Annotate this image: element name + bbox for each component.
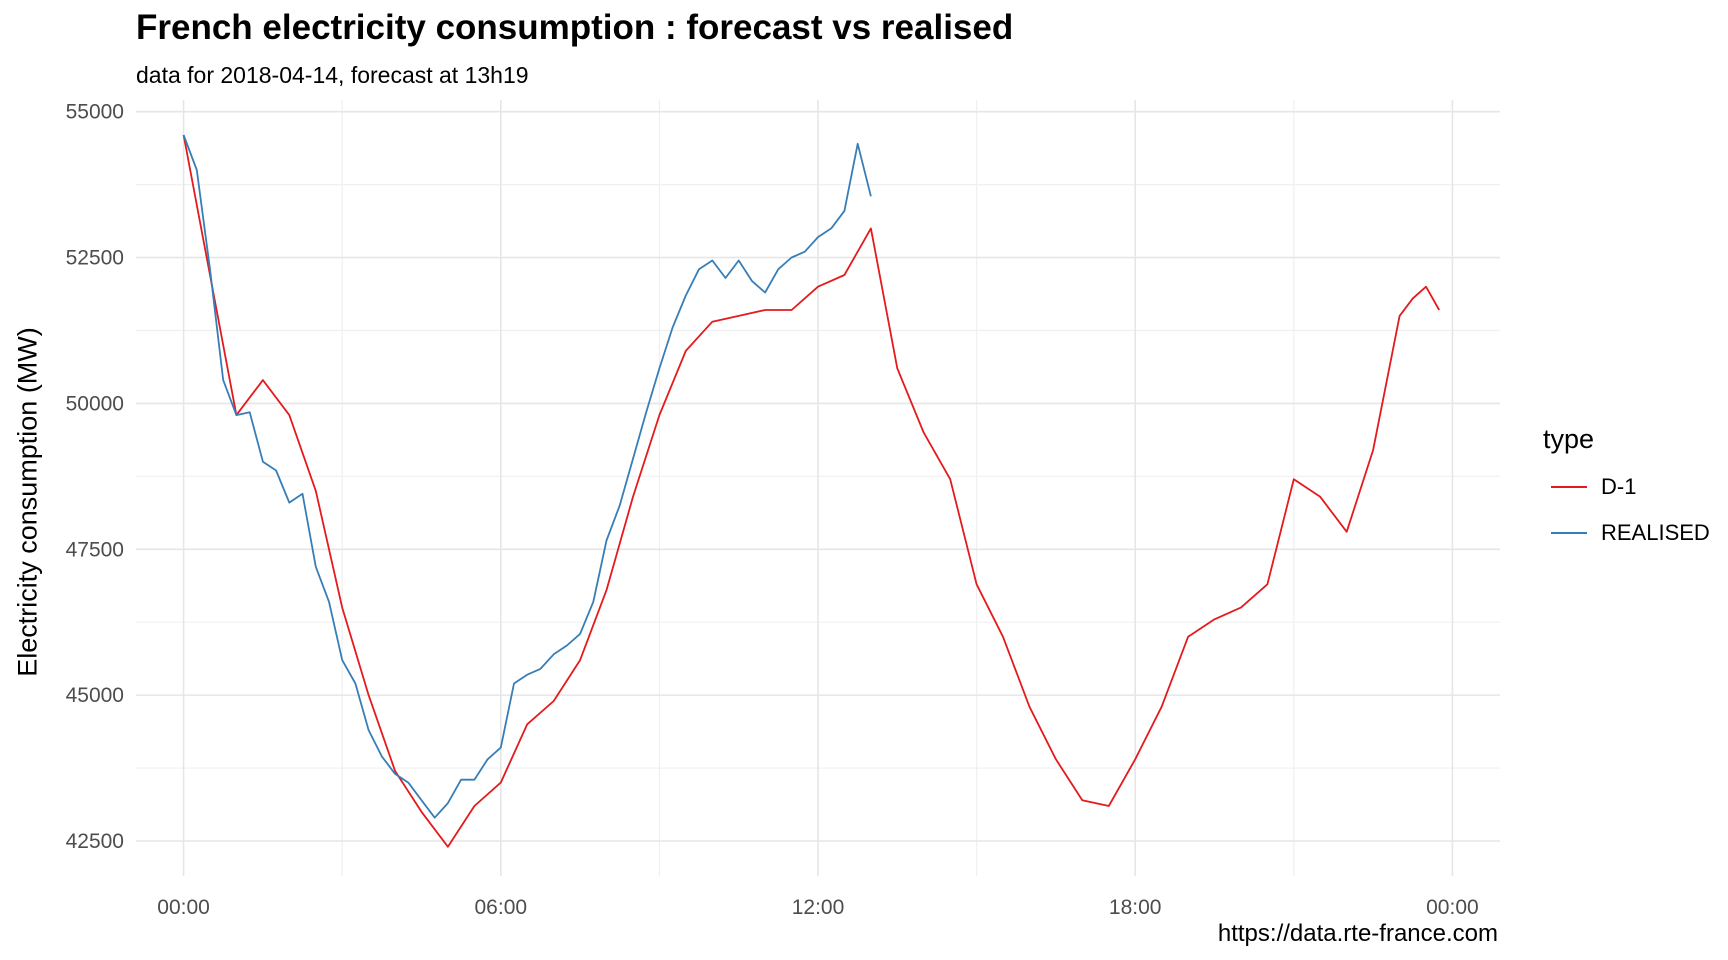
chart-caption: https://data.rte-france.com [1217, 920, 1498, 947]
y-tick-label: 45000 [66, 684, 124, 707]
axis-ticks: 00:00 06:00 12:00 18:00 00:00 42500 45000 47500… [66, 101, 1479, 919]
chart-subtitle: data for 2018-04-14, forecast at 13h19 [136, 62, 529, 88]
legend-item-d-1: D-1 [1551, 474, 1636, 500]
legend-key-realised [1551, 532, 1587, 534]
legend-label-realised: REALISED [1601, 520, 1710, 545]
x-tick-label: 06:00 [475, 896, 528, 919]
legend-title: type [1543, 424, 1595, 454]
x-tick-label: 00:00 [1426, 896, 1479, 919]
x-tick-label: 00:00 [157, 896, 210, 919]
y-tick-label: 47500 [66, 538, 124, 561]
series-line-realised [182, 134, 872, 819]
legend-item-realised: REALISED [1551, 520, 1710, 546]
y-tick-label: 50000 [66, 392, 124, 415]
series-line-d-1 [182, 134, 1440, 848]
series-lines [182, 134, 1440, 848]
x-tick-label: 18:00 [1109, 896, 1162, 919]
legend-label-d-1: D-1 [1601, 474, 1637, 499]
grid-lines [136, 100, 1500, 876]
y-tick-label: 55000 [66, 101, 124, 124]
y-tick-label: 42500 [66, 830, 124, 853]
x-tick-label: 12:00 [792, 896, 845, 919]
legend-key-d-1 [1551, 486, 1587, 488]
y-tick-label: 52500 [66, 247, 124, 270]
chart-title: French electricity consumption : forecas… [136, 8, 1014, 47]
